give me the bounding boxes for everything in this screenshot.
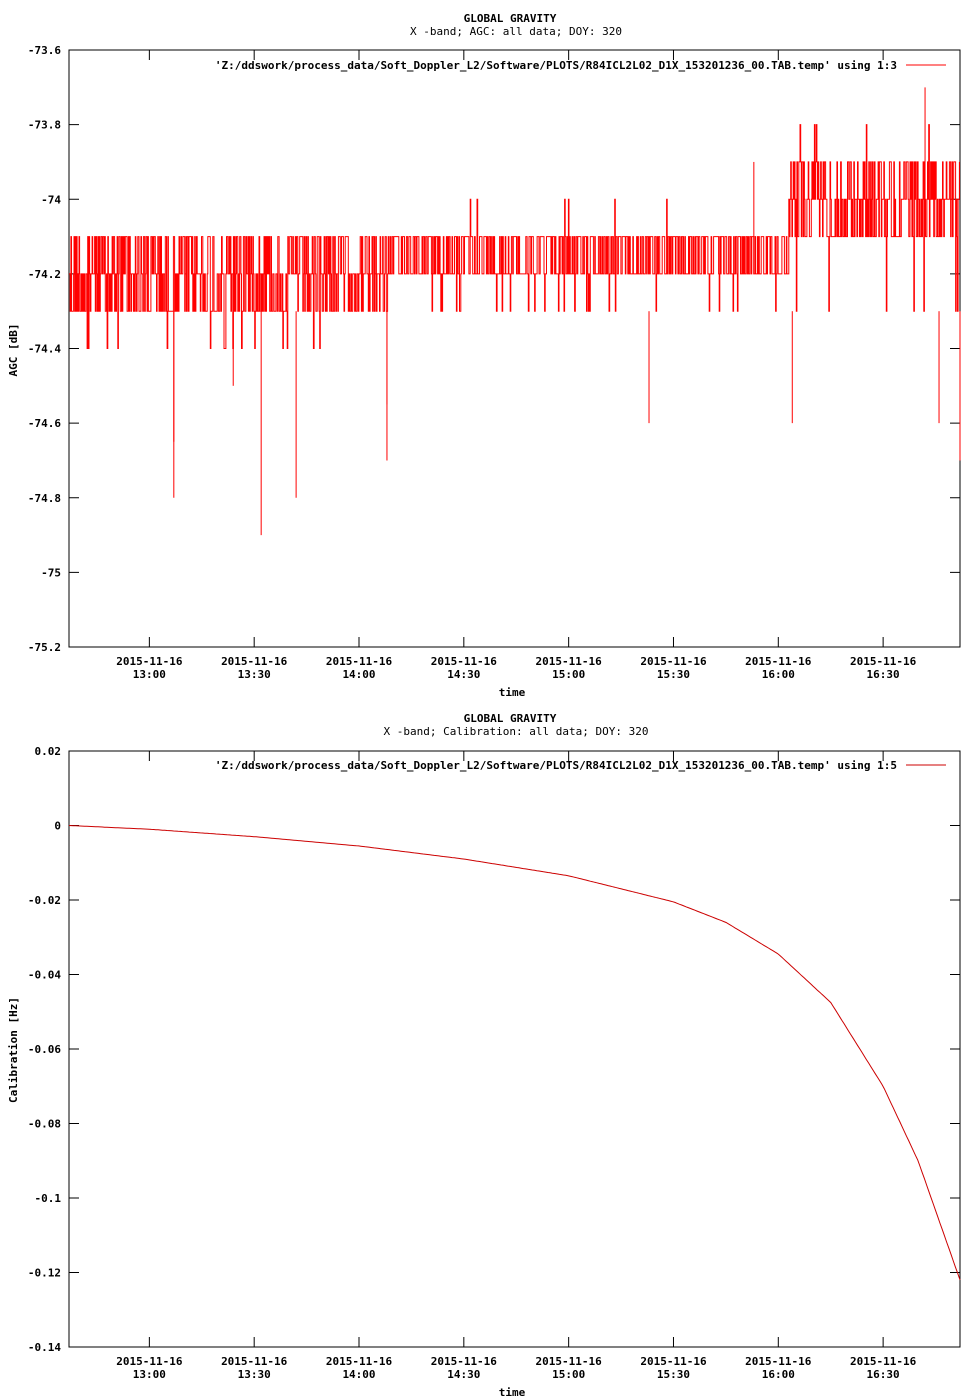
calibration-legend-label: 'Z:/ddswork/process_data/Soft_Doppler_L2… <box>215 759 897 772</box>
x-tick-label-time: 15:00 <box>552 1368 585 1381</box>
y-tick-label: -74.4 <box>28 343 61 356</box>
y-tick-label: 0.02 <box>35 745 62 758</box>
x-tick-label-time: 16:30 <box>867 1368 900 1381</box>
x-tick-label-date: 2015-11-16 <box>221 655 288 668</box>
x-tick-label-time: 15:30 <box>657 668 690 681</box>
calibration-plot-area: 0.02 0 -0.02 -0.04 -0.06 -0.08 -0.1 -0.12 -0.14 2… <box>28 745 961 1381</box>
x-tick-label-time: 13:30 <box>238 1368 271 1381</box>
x-tick-label-time: 14:00 <box>342 668 375 681</box>
x-tick-label-time: 13:00 <box>133 1368 166 1381</box>
y-tick-label: 0 <box>54 820 61 833</box>
x-tick-label-time: 16:00 <box>762 668 795 681</box>
x-tick-label-date: 2015-11-16 <box>850 1355 917 1368</box>
x-tick-label-date: 2015-11-16 <box>221 1355 288 1368</box>
x-tick-label-date: 2015-11-16 <box>326 655 393 668</box>
calibration-y-axis-label: Calibration [Hz] <box>7 997 20 1103</box>
agc-x-axis-label: time <box>499 686 526 699</box>
x-tick-label-date: 2015-11-16 <box>745 1355 812 1368</box>
agc-plot-area: -73.6 -73.8 -74 -74.2 -74.4 -74.6 -74.8 -75 -75.… <box>28 44 961 681</box>
y-tick-label: -73.8 <box>28 119 61 132</box>
x-tick-label-date: 2015-11-16 <box>116 1355 183 1368</box>
agc-legend-label: 'Z:/ddswork/process_data/Soft_Doppler_L2… <box>215 59 897 72</box>
y-tick-label: -75.2 <box>28 641 61 654</box>
x-tick-label-date: 2015-11-16 <box>536 655 603 668</box>
y-tick-label: -74 <box>41 193 61 206</box>
calibration-series-line <box>68 825 961 1281</box>
x-tick-label-date: 2015-11-16 <box>850 655 917 668</box>
y-tick-label: -0.06 <box>28 1043 61 1056</box>
y-tick-label: -0.02 <box>28 894 61 907</box>
agc-y-axis-label: AGC [dB] <box>7 324 20 377</box>
x-tick-label-date: 2015-11-16 <box>536 1355 603 1368</box>
calibration-chart-subtitle: X -band; Calibration: all data; DOY: 320 <box>384 725 649 738</box>
y-tick-label: -0.04 <box>28 969 61 982</box>
agc-chart-title: GLOBAL GRAVITY <box>464 12 557 25</box>
x-tick-label-time: 16:30 <box>867 668 900 681</box>
x-tick-label-time: 16:00 <box>762 1368 795 1381</box>
calibration-chart: GLOBAL GRAVITY X -band; Calibration: all… <box>7 712 961 1399</box>
y-tick-label: -74.8 <box>28 492 61 505</box>
x-tick-label-time: 15:00 <box>552 668 585 681</box>
x-tick-label-date: 2015-11-16 <box>745 655 812 668</box>
x-tick-label-date: 2015-11-16 <box>326 1355 393 1368</box>
y-tick-label: -0.1 <box>35 1192 62 1205</box>
agc-series-line <box>69 124 960 349</box>
y-tick-label: -73.6 <box>28 44 61 57</box>
x-tick-label-time: 13:30 <box>238 668 271 681</box>
plot-frame <box>68 49 961 648</box>
x-tick-label-date: 2015-11-16 <box>640 655 707 668</box>
x-tick-label-time: 14:30 <box>447 668 480 681</box>
y-tick-label: -0.12 <box>28 1267 61 1280</box>
calibration-chart-title: GLOBAL GRAVITY <box>464 712 557 725</box>
x-tick-label-date: 2015-11-16 <box>431 655 498 668</box>
x-tick-label-date: 2015-11-16 <box>116 655 183 668</box>
y-tick-label: -0.14 <box>28 1341 61 1354</box>
y-tick-label: -0.08 <box>28 1118 61 1131</box>
x-tick-label-time: 13:00 <box>133 668 166 681</box>
y-tick-label: -74.6 <box>28 417 61 430</box>
x-tick-label-date: 2015-11-16 <box>431 1355 498 1368</box>
calibration-x-axis-label: time <box>499 1386 526 1399</box>
x-tick-label-date: 2015-11-16 <box>640 1355 707 1368</box>
x-tick-label-time: 15:30 <box>657 1368 690 1381</box>
y-tick-label: -74.2 <box>28 268 61 281</box>
agc-chart-subtitle: X -band; AGC: all data; DOY: 320 <box>410 25 622 38</box>
agc-chart: GLOBAL GRAVITY X -band; AGC: all data; D… <box>7 12 961 699</box>
x-tick-label-time: 14:30 <box>447 1368 480 1381</box>
x-tick-label-time: 14:00 <box>342 1368 375 1381</box>
y-tick-label: -75 <box>41 566 61 579</box>
plot-frame <box>68 750 961 1348</box>
